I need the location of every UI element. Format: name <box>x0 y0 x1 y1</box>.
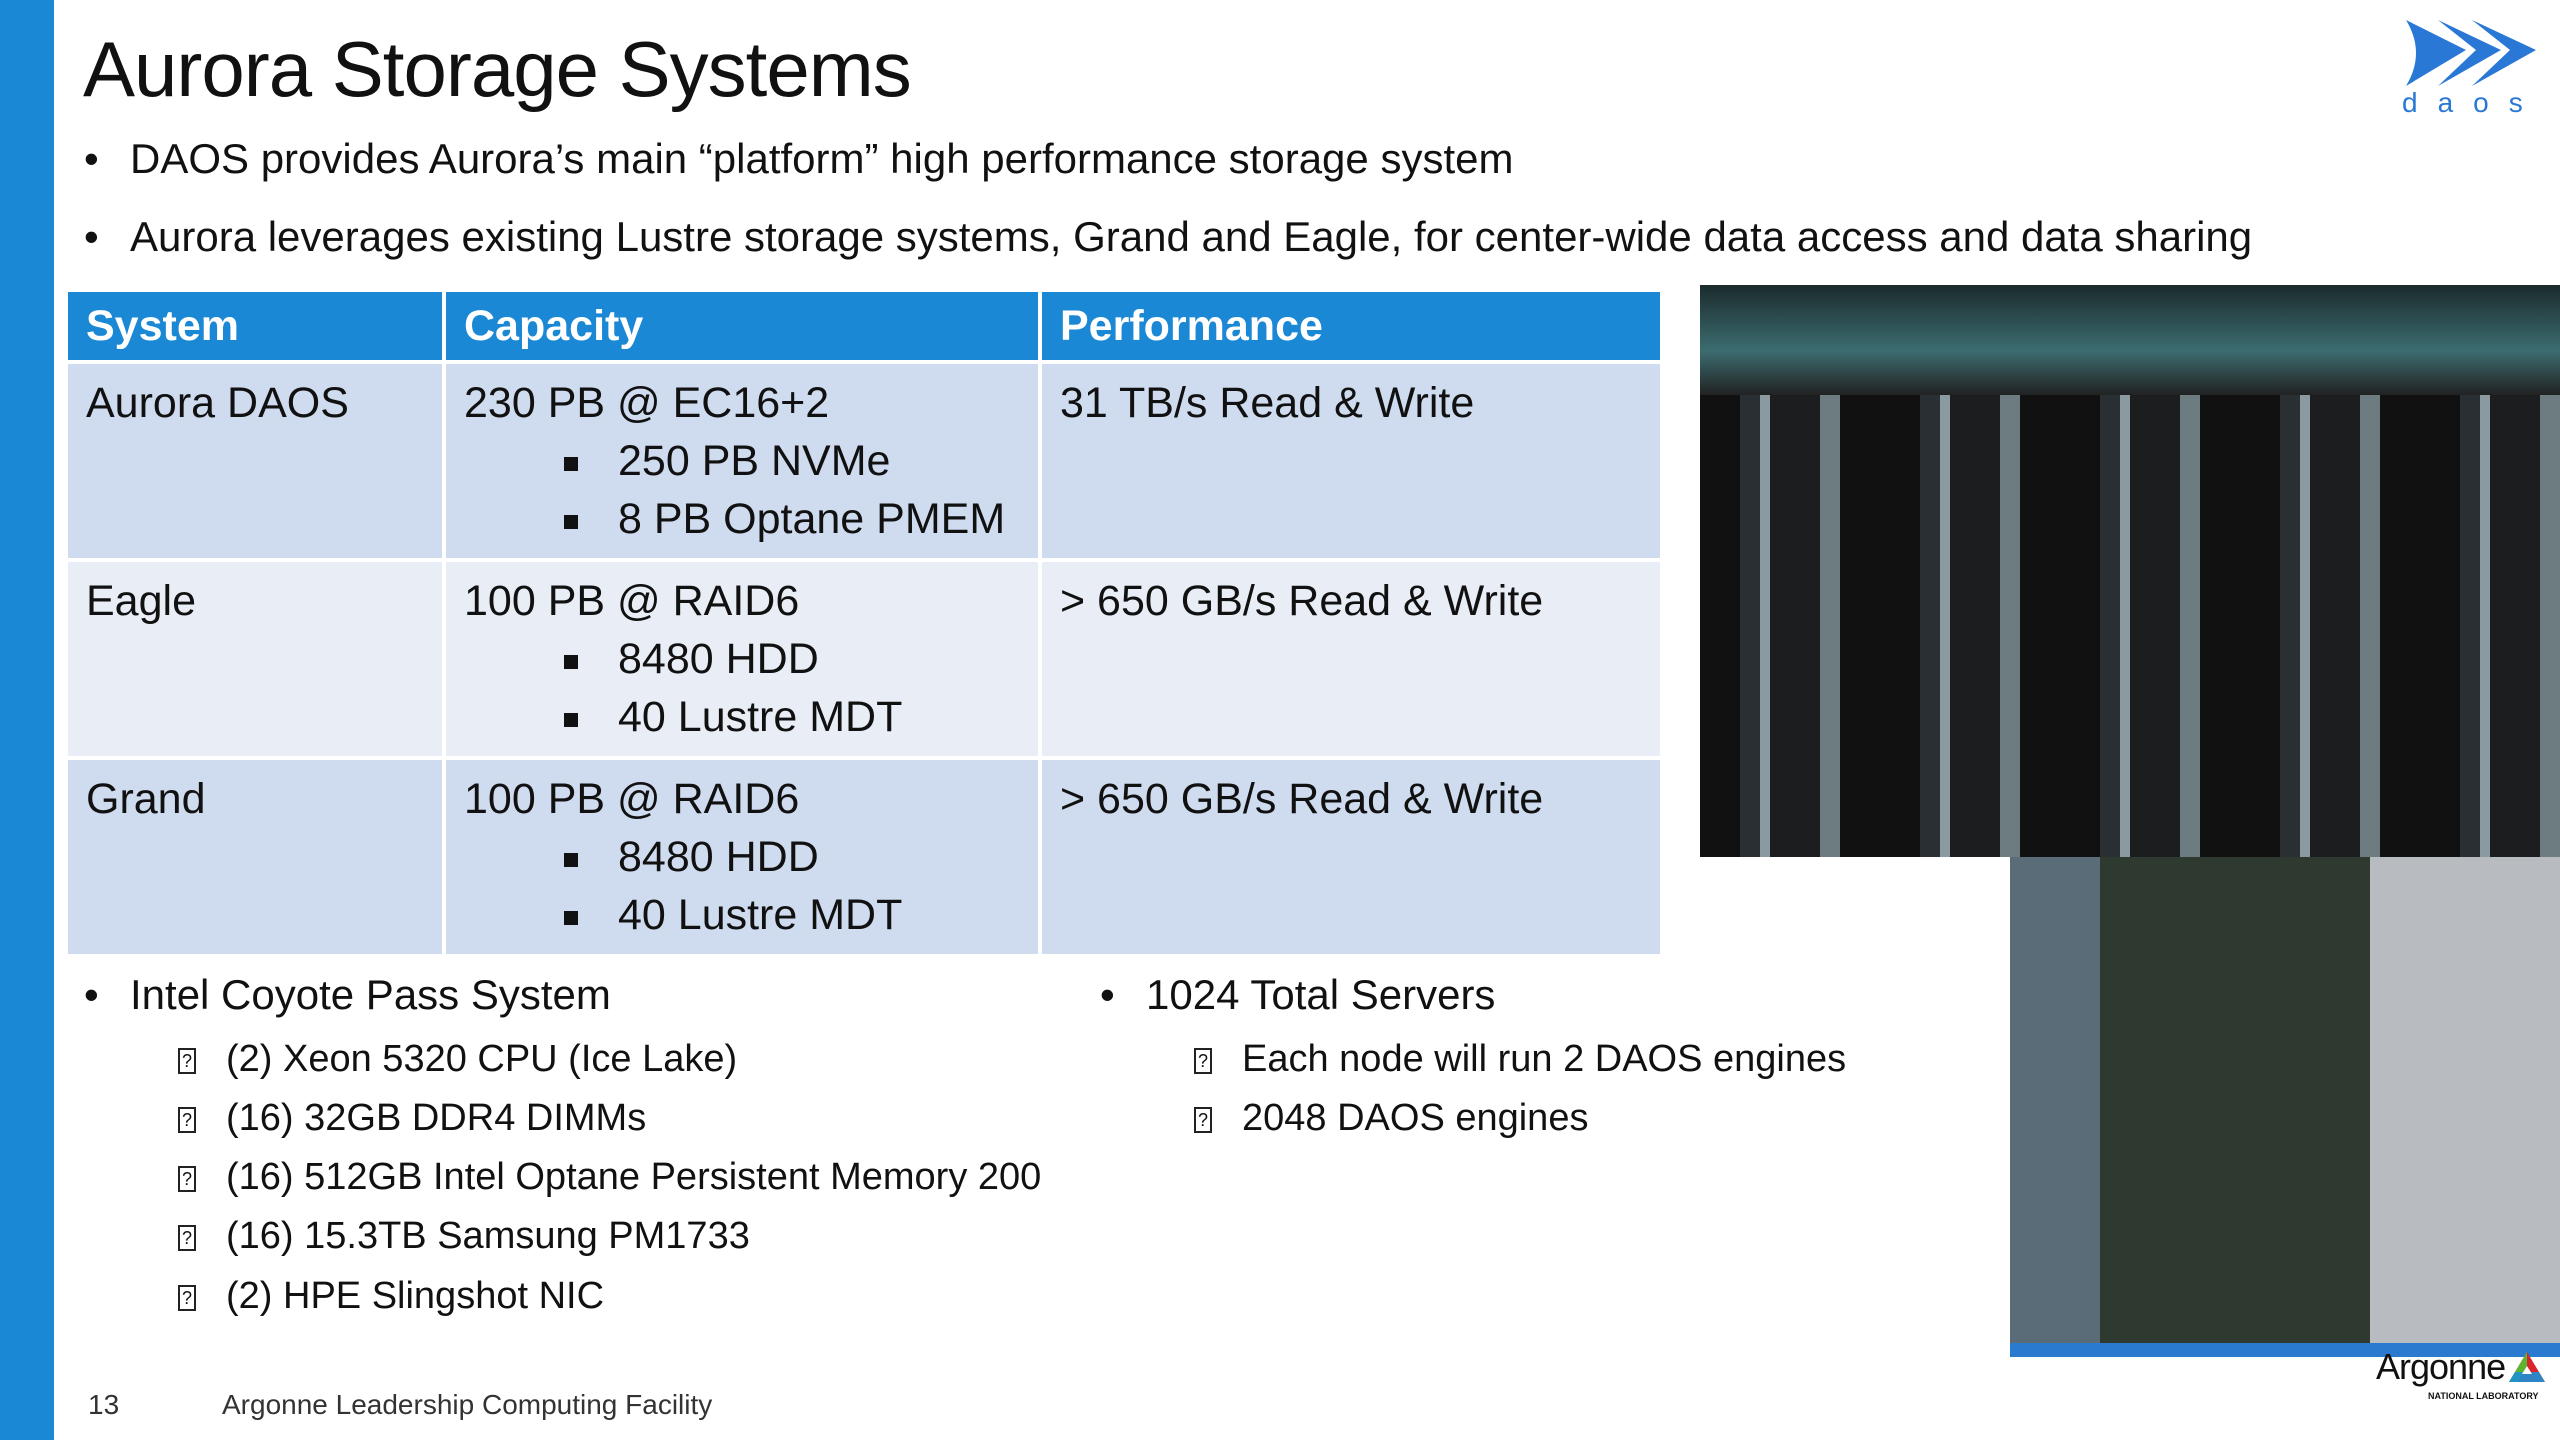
item-text: Each node will run 2 DAOS engines <box>1242 1038 1847 1080</box>
bullet-dot: • <box>84 971 99 1018</box>
capacity-text: 100 PB @ RAID6 <box>464 577 800 625</box>
cell-capacity: 100 PB @ RAID6 8480 HDD 40 Lustre MDT <box>442 756 1042 958</box>
daos-logo: daos <box>2396 16 2560 120</box>
bullet-2: • Aurora leverages existing Lustre storag… <box>84 212 2252 262</box>
daos-logo-text: daos <box>2402 87 2543 118</box>
cell-capacity: 230 PB @ EC16+2 250 PB NVMe 8 PB Optane PM… <box>442 360 1042 562</box>
item-text: (2) HPE Slingshot NIC <box>226 1275 605 1317</box>
cell-system: Eagle <box>64 558 446 760</box>
bullet-dot: • <box>84 213 99 260</box>
table-row: Aurora DAOS 230 PB @ EC16+2 250 PB NVMe 8 P… <box>64 360 1664 562</box>
argonne-logo: Argonne NATIONAL LABORATORY <box>2376 1346 2546 1402</box>
col-capacity: Capacity <box>442 288 1042 364</box>
table-row: Eagle 100 PB @ RAID6 8480 HDD 40 Lustre MDT… <box>64 558 1664 760</box>
cell-capacity: 100 PB @ RAID6 8480 HDD 40 Lustre MDT <box>442 558 1042 760</box>
cell-performance: > 650 GB/s Read & Write <box>1038 756 1664 958</box>
left-list-heading: • Intel Coyote Pass System <box>84 970 611 1020</box>
server-rack-photo <box>1700 285 2560 857</box>
bullet-text: Aurora leverages existing Lustre storage… <box>130 213 2253 260</box>
right-list-item: ? 2048 DAOS engines <box>1194 1095 1588 1141</box>
bullet-1: • DAOS provides Aurora’s main “platform” … <box>84 134 1513 184</box>
missing-glyph-icon: ? <box>1194 1106 1212 1133</box>
cell-performance: > 650 GB/s Read & Write <box>1038 558 1664 760</box>
capacity-text: 230 PB @ EC16+2 <box>464 379 830 427</box>
argonne-triangle-icon <box>2509 1352 2546 1383</box>
bullet-dot: • <box>84 135 99 182</box>
left-list-item: ? (2) HPE Slingshot NIC <box>178 1273 604 1319</box>
missing-glyph-icon: ? <box>178 1224 196 1251</box>
page-title: Aurora Storage Systems <box>83 25 912 113</box>
left-list-item: ? (16) 15.3TB Samsung PM1733 <box>178 1213 750 1259</box>
capacity-text: 100 PB @ RAID6 <box>464 775 800 823</box>
col-system: System <box>64 288 446 364</box>
left-list-item: ? (2) Xeon 5320 CPU (Ice Lake) <box>178 1036 737 1082</box>
heading-text: 1024 Total Servers <box>1146 971 1496 1018</box>
argonne-logo-text: Argonne <box>2376 1346 2546 1388</box>
right-list-item: ? Each node will run 2 DAOS engines <box>1194 1036 1846 1082</box>
missing-glyph-icon: ? <box>178 1106 196 1133</box>
missing-glyph-icon: ? <box>178 1165 196 1192</box>
right-list-heading: • 1024 Total Servers <box>1100 970 1495 1020</box>
page-number: 13 <box>88 1389 120 1420</box>
capacity-sub: 250 PB NVMe <box>464 432 1020 490</box>
left-list-item: ? (16) 32GB DDR4 DIMMs <box>178 1095 646 1141</box>
heading-text: Intel Coyote Pass System <box>130 971 611 1018</box>
storage-table: System Capacity Performance Aurora DAOS 230… <box>64 288 1664 958</box>
col-performance: Performance <box>1038 288 1664 364</box>
cell-performance: 31 TB/s Read & Write <box>1038 360 1664 562</box>
cell-system: Aurora DAOS <box>64 360 446 562</box>
item-text: (2) Xeon 5320 CPU (Ice Lake) <box>226 1038 738 1080</box>
capacity-sub: 40 Lustre MDT <box>464 886 1020 944</box>
argonne-logo-subtext: NATIONAL LABORATORY <box>2428 1391 2539 1401</box>
item-text: (16) 32GB DDR4 DIMMs <box>226 1097 647 1139</box>
accent-bar <box>0 0 54 1440</box>
table-row: Grand 100 PB @ RAID6 8480 HDD 40 Lustre MDT… <box>64 756 1664 958</box>
daos-chevrons-icon <box>2406 20 2536 86</box>
left-list-item: ? (16) 512GB Intel Optane Persistent Memo… <box>178 1154 1041 1200</box>
capacity-sub: 8480 HDD <box>464 828 1020 886</box>
cell-system: Grand <box>64 756 446 958</box>
capacity-sub: 40 Lustre MDT <box>464 688 1020 746</box>
bullet-text: DAOS provides Aurora’s main “platform” h… <box>130 135 1514 182</box>
item-text: 2048 DAOS engines <box>1242 1097 1589 1139</box>
server-board-photo <box>2010 857 2560 1357</box>
item-text: (16) 512GB Intel Optane Persistent Memor… <box>226 1156 1042 1198</box>
capacity-sub: 8 PB Optane PMEM <box>464 490 1020 548</box>
item-text: (16) 15.3TB Samsung PM1733 <box>226 1215 750 1257</box>
footer-org: Argonne Leadership Computing Facility <box>222 1389 713 1420</box>
missing-glyph-icon: ? <box>178 1284 196 1311</box>
capacity-sub: 8480 HDD <box>464 630 1020 688</box>
missing-glyph-icon: ? <box>178 1047 196 1074</box>
missing-glyph-icon: ? <box>1194 1047 1212 1074</box>
bullet-dot: • <box>1100 971 1115 1018</box>
